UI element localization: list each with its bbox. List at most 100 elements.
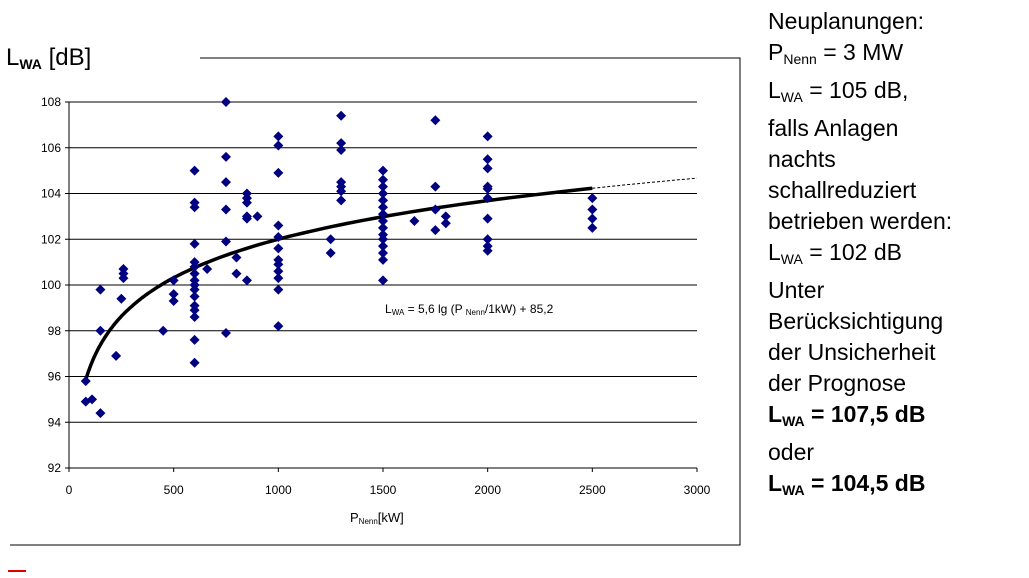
red-marker bbox=[8, 570, 26, 572]
data-point bbox=[482, 193, 493, 204]
data-point bbox=[241, 188, 252, 199]
data-point bbox=[189, 165, 200, 176]
data-point bbox=[273, 254, 284, 265]
data-point bbox=[231, 252, 242, 263]
data-point bbox=[168, 275, 179, 286]
data-point bbox=[378, 202, 388, 213]
y-axis-label: LWA [dB] bbox=[6, 44, 92, 72]
data-point bbox=[482, 154, 493, 165]
data-point bbox=[336, 145, 347, 156]
side-notes: Neuplanungen: PNenn = 3 MW LWA = 105 dB,… bbox=[768, 6, 1026, 506]
data-point bbox=[273, 273, 284, 284]
data-point bbox=[482, 241, 493, 252]
x-tick-label: 0 bbox=[66, 483, 73, 497]
data-point bbox=[440, 211, 451, 222]
data-point bbox=[118, 263, 129, 274]
data-point bbox=[221, 97, 231, 107]
x-tick-label: 3000 bbox=[684, 483, 711, 497]
note-rated-power: PNenn = 3 MW bbox=[768, 39, 904, 67]
trend-curve bbox=[84, 186, 593, 381]
y-tick-label: 92 bbox=[48, 461, 62, 475]
note-level-105: LWA = 105 dB, bbox=[768, 77, 909, 105]
data-point bbox=[378, 229, 388, 240]
data-point bbox=[378, 275, 388, 286]
data-point bbox=[95, 325, 106, 336]
data-point bbox=[336, 138, 347, 149]
data-point bbox=[325, 234, 336, 245]
data-point bbox=[587, 213, 598, 224]
data-point bbox=[241, 211, 252, 222]
data-point bbox=[378, 174, 388, 185]
y-tick-label: 106 bbox=[41, 141, 61, 155]
data-point bbox=[231, 268, 242, 279]
data-point bbox=[189, 300, 200, 311]
data-point bbox=[189, 197, 200, 208]
data-point bbox=[87, 394, 98, 405]
data-point bbox=[189, 275, 200, 286]
data-point bbox=[273, 167, 284, 178]
data-point bbox=[409, 215, 420, 226]
y-tick-label: 98 bbox=[48, 324, 62, 338]
y-tick-label: 94 bbox=[48, 415, 62, 429]
note-text-7: der Unsicherheit bbox=[768, 339, 936, 365]
regression-formula: LWA = 5,6 lg (P Nenn/1kW) + 85,2 bbox=[385, 302, 554, 317]
note-text-3: schallreduziert bbox=[768, 177, 917, 203]
note-text-1: falls Anlagen bbox=[768, 115, 899, 141]
x-tick-label: 1000 bbox=[265, 483, 292, 497]
note-level-107-5: LWA = 107,5 dB bbox=[768, 401, 926, 429]
data-point bbox=[378, 209, 388, 220]
data-point bbox=[168, 289, 179, 300]
data-point bbox=[378, 241, 388, 252]
note-level-104-5: LWA = 104,5 dB bbox=[768, 470, 926, 498]
y-tick-label: 104 bbox=[41, 187, 61, 201]
note-text-6: Berücksichtigung bbox=[768, 308, 944, 334]
data-point bbox=[252, 211, 263, 222]
data-point bbox=[221, 236, 231, 247]
data-point bbox=[336, 177, 347, 188]
data-point bbox=[482, 213, 493, 224]
data-point bbox=[273, 231, 284, 242]
data-point bbox=[378, 254, 388, 265]
note-text-5: Unter bbox=[768, 277, 825, 303]
y-tick-label: 108 bbox=[41, 95, 61, 109]
data-point bbox=[111, 350, 122, 361]
data-point bbox=[482, 131, 493, 142]
data-point bbox=[482, 181, 493, 192]
note-heading: Neuplanungen: bbox=[768, 8, 925, 34]
data-point bbox=[587, 222, 598, 233]
data-point bbox=[378, 165, 388, 176]
y-tick-label: 100 bbox=[41, 278, 61, 292]
data-point bbox=[378, 247, 388, 258]
note-text-2: nachts bbox=[768, 146, 836, 172]
chart-frame bbox=[10, 57, 741, 546]
note-level-102: LWA = 102 dB bbox=[768, 239, 902, 267]
data-point bbox=[378, 188, 388, 199]
chart-area: 92 94 96 98 100 102 104 106 108 0 500 1000 1500 2000 2… bbox=[4, 44, 741, 546]
data-point bbox=[430, 115, 441, 126]
data-point bbox=[221, 204, 231, 215]
data-point bbox=[189, 334, 200, 345]
y-tick-label: 102 bbox=[41, 232, 61, 246]
data-point bbox=[221, 177, 231, 188]
data-point bbox=[430, 225, 441, 236]
data-point bbox=[273, 243, 284, 254]
data-point bbox=[587, 193, 598, 204]
data-point bbox=[202, 263, 213, 274]
data-point bbox=[241, 275, 252, 286]
data-point bbox=[325, 247, 336, 258]
data-point bbox=[221, 328, 231, 339]
data-point bbox=[378, 222, 388, 233]
data-point bbox=[336, 110, 347, 121]
x-tick-label: 1500 bbox=[370, 483, 397, 497]
data-point bbox=[378, 195, 388, 206]
x-tick-label: 2500 bbox=[579, 483, 606, 497]
data-point bbox=[430, 181, 441, 192]
note-text-4: betrieben werden: bbox=[768, 208, 953, 234]
data-point bbox=[189, 257, 200, 268]
data-point bbox=[158, 325, 169, 336]
data-point bbox=[189, 268, 200, 279]
data-point bbox=[430, 204, 441, 215]
data-point bbox=[189, 238, 200, 249]
data-point bbox=[80, 376, 91, 387]
data-point bbox=[116, 293, 127, 304]
